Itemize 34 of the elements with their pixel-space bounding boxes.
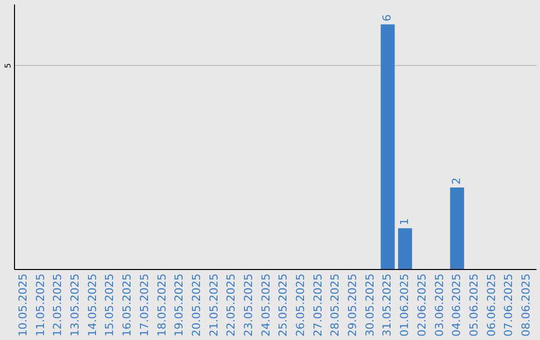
x-tick-label: 15.05.2025 <box>103 274 116 336</box>
x-tick-label: 19.05.2025 <box>172 274 186 336</box>
x-tick-label: 06.06.2025 <box>484 274 498 336</box>
x-tick-label: 07.06.2025 <box>502 274 516 336</box>
x-tick-label: 20.05.2025 <box>190 274 203 336</box>
x-tick-label: 29.05.2025 <box>346 274 360 336</box>
x-tick-label: 04.06.2025 <box>450 274 464 336</box>
x-tick-label: 14.05.2025 <box>86 274 99 336</box>
x-tick-label: 30.05.2025 <box>363 274 376 336</box>
x-tick-label: 17.05.2025 <box>138 274 151 336</box>
x-tick-label: 01.06.2025 <box>398 274 412 336</box>
x-tick-label: 24.05.2025 <box>259 274 272 336</box>
x-tick-label: 27.05.2025 <box>311 274 324 336</box>
x-tick-label: 26.05.2025 <box>294 274 308 336</box>
data-label: 6 <box>380 14 394 22</box>
x-tick-label: 13.05.2025 <box>68 274 82 336</box>
x-tick-label: 18.05.2025 <box>155 274 168 336</box>
x-tick-label: 12.05.2025 <box>51 274 64 336</box>
data-label: 2 <box>450 177 464 184</box>
x-tick-label: 11.05.2025 <box>34 274 47 336</box>
x-tick-label: 03.06.2025 <box>432 274 446 336</box>
x-tick-label: 10.05.2025 <box>16 274 30 336</box>
x-tick-label: 08.06.2025 <box>519 274 532 336</box>
y-tick-label: 5 <box>4 63 12 68</box>
data-label: 1 <box>398 218 412 226</box>
x-tick-label: 21.05.2025 <box>207 274 220 336</box>
x-tick-label: 23.05.2025 <box>242 274 255 336</box>
x-tick-label: 16.05.2025 <box>120 274 134 336</box>
x-tick-label: 05.06.2025 <box>467 274 480 336</box>
x-tick-label: 25.05.2025 <box>276 274 290 336</box>
x-tick-label: 22.05.2025 <box>224 274 238 336</box>
x-tick-label: 02.06.2025 <box>415 274 428 336</box>
x-tick-label: 28.05.2025 <box>328 274 342 336</box>
x-tick-label: 31.05.2025 <box>380 274 394 336</box>
